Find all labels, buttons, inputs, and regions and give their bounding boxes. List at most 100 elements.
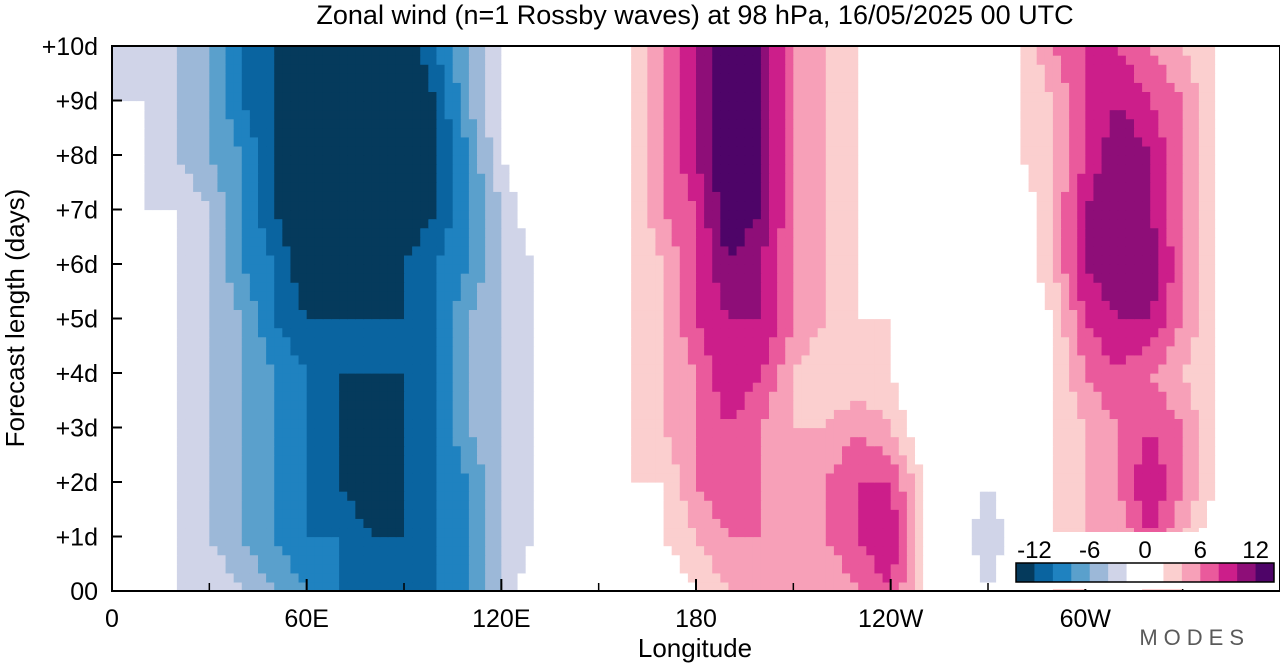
heatmap-cell [517,472,527,483]
heatmap-cell [322,554,332,565]
heatmap-cell [744,527,754,538]
heatmap-cell [614,500,624,510]
heatmap-cell [777,354,786,365]
heatmap-cell [671,309,681,320]
heatmap-cell [566,527,575,538]
heatmap-cell [201,273,210,283]
heatmap-cell [623,436,632,447]
heatmap-cell [468,300,478,311]
heatmap-cell [752,418,762,429]
heatmap-cell [939,454,949,465]
heatmap-cell [347,300,356,311]
heatmap-cell [112,391,121,401]
heatmap-cell [1085,454,1095,465]
heatmap-cell [395,545,405,556]
heatmap-cell [1028,409,1038,420]
heatmap-cell [322,545,332,556]
heatmap-cell [825,454,835,465]
heatmap-cell [306,509,316,519]
heatmap-cell [785,300,794,311]
heatmap-cell [769,472,778,483]
heatmap-cell [1239,436,1249,447]
heatmap-cell [371,282,381,292]
heatmap-cell [744,318,754,329]
heatmap-cell [1085,427,1095,438]
heatmap-cell [833,409,843,420]
heatmap-cell [452,373,462,383]
heatmap-cell [387,554,397,565]
heatmap-cell [217,345,227,356]
heatmap-cell [631,500,640,510]
heatmap-cell [1044,400,1054,410]
heatmap-cell [541,382,551,392]
heatmap-cell [258,382,267,392]
heatmap-cell [833,345,843,356]
heatmap-cell [428,545,438,556]
heatmap-cell [736,400,746,410]
heatmap-cell [339,581,348,592]
heatmap-cell [1271,336,1280,347]
heatmap-cell [1190,445,1200,456]
heatmap-cell [614,400,624,410]
heatmap-cell [525,391,535,401]
heatmap-cell [639,318,648,329]
heatmap-cell [988,409,997,420]
heatmap-cell [550,472,559,483]
heatmap-cell [395,436,405,447]
heatmap-cell [1271,518,1280,529]
heatmap-cell [979,563,989,574]
heatmap-cell [355,563,365,574]
heatmap-cell [623,382,632,392]
heatmap-cell [590,572,600,583]
heatmap-cell [1207,400,1216,410]
heatmap-cell [258,454,267,465]
heatmap-cell [444,482,454,492]
heatmap-cell [258,327,267,338]
heatmap-cell [420,309,429,320]
heatmap-cell [1125,491,1135,501]
heatmap-cell [566,409,575,420]
heatmap-cell [1255,409,1265,420]
heatmap-cell [955,454,965,465]
heatmap-cell [679,363,689,374]
heatmap-cell [866,282,876,292]
heatmap-cell [898,273,908,283]
heatmap-cell [955,500,965,510]
heatmap-cell [809,291,819,301]
heatmap-cell [785,572,794,583]
heatmap-cell [517,336,527,347]
heatmap-cell [485,500,494,510]
heatmap-cell [1263,327,1273,338]
heatmap-cell [120,482,129,492]
heatmap-cell [817,536,827,547]
heatmap-cell [712,445,721,456]
heatmap-cell [728,418,738,429]
heatmap-cell [1052,309,1062,320]
heatmap-cell [858,563,867,574]
heatmap-cell [144,454,154,465]
heatmap-cell [728,536,738,547]
heatmap-cell [971,409,981,420]
heatmap-cell [217,554,227,565]
heatmap-cell [379,554,389,565]
heatmap-cell [769,445,778,456]
heatmap-cell [501,491,511,501]
heatmap-cell [825,491,835,501]
heatmap-cell [1101,482,1111,492]
heatmap-cell [663,363,673,374]
heatmap-cell [1263,400,1273,410]
heatmap-cell [809,454,819,465]
heatmap-cell [1109,300,1119,311]
heatmap-cell [339,454,348,465]
heatmap-cell [979,463,989,474]
heatmap-cell [1247,427,1257,438]
heatmap-cell [128,427,137,438]
heatmap-cell [404,572,413,583]
heatmap-cell [955,463,965,474]
heatmap-cell [769,518,778,529]
heatmap-cell [1263,354,1273,365]
heatmap-cell [233,318,243,329]
heatmap-cell [517,463,527,474]
heatmap-cell [606,545,616,556]
heatmap-cell [1190,454,1200,465]
